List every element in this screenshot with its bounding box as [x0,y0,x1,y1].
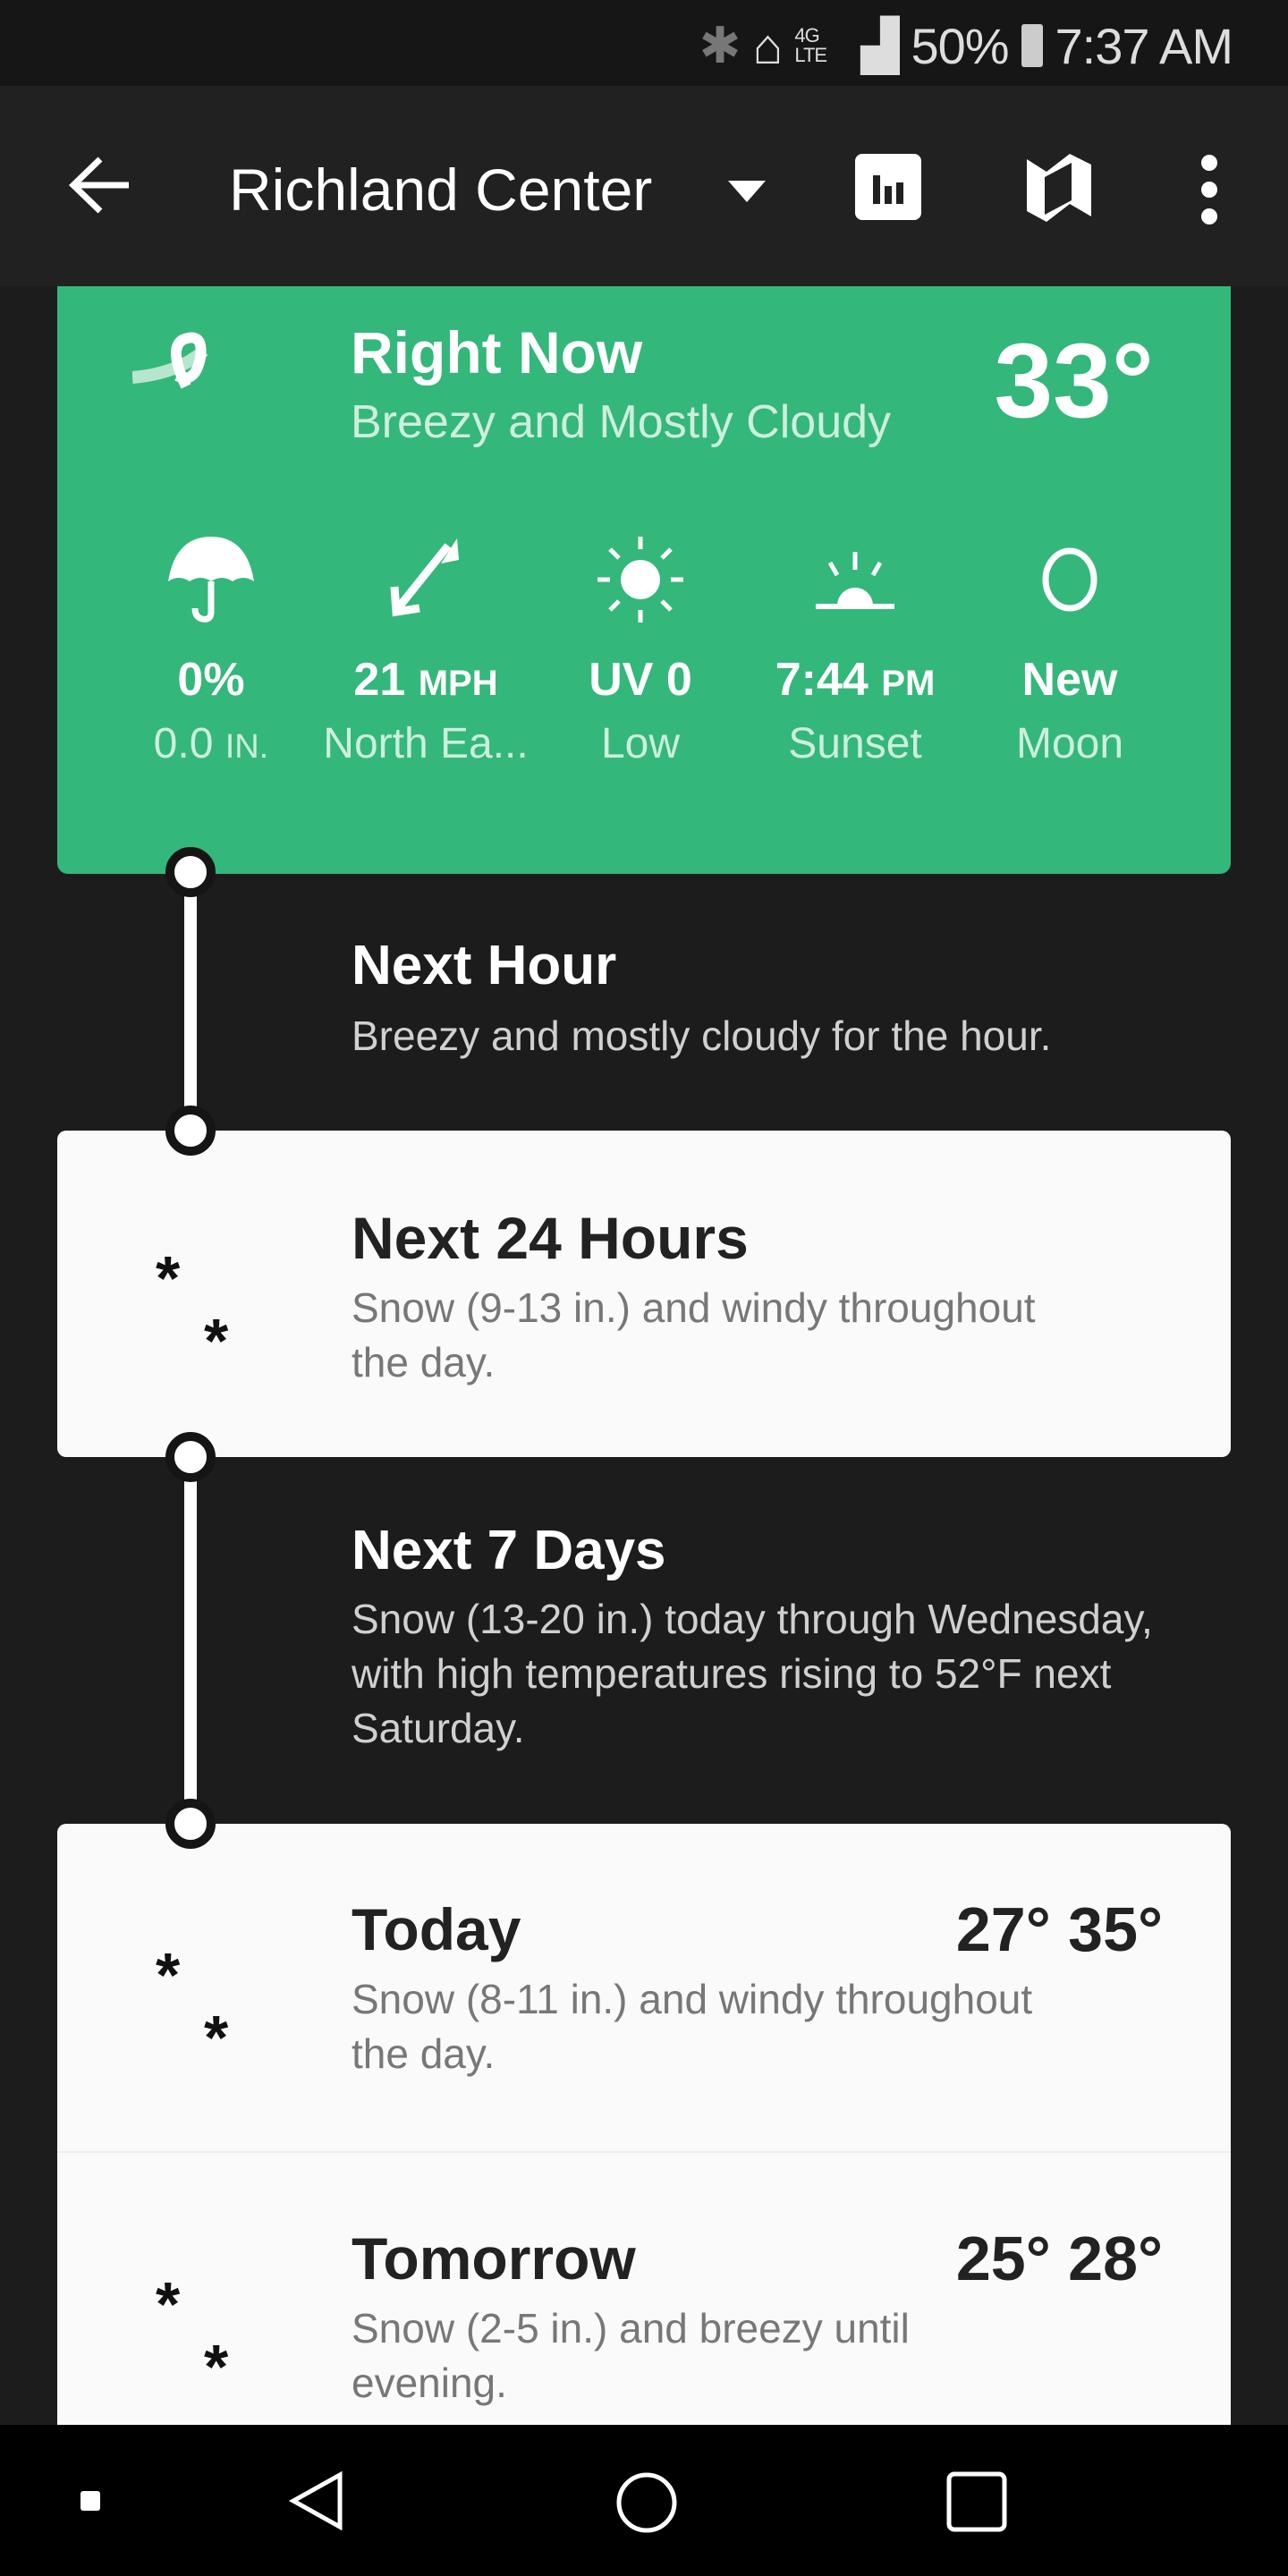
signal-icon: ▟ [860,17,899,73]
timeline-node [165,1799,216,1849]
sunset-label: Sunset [788,720,922,767]
timeline-connector [184,872,197,1131]
next-hour-title: Next Hour [352,935,617,996]
timeline-node [165,1106,216,1156]
wind-speed: 21 [353,654,406,706]
sunset-ampm: PM [881,664,936,703]
battery-percent: 50% [911,17,1009,74]
app-bar: Richland Center [0,86,1288,286]
location-dropdown-icon[interactable] [728,181,766,202]
next-24-summary: Snow (9-13 in.) and windy throughout the… [352,1284,1036,1385]
snow-icon: * * [156,1243,229,1376]
day-name: Tomorrow [352,2225,636,2292]
bluetooth-icon: ✱ [699,17,741,73]
network-type: 4G LTE [794,24,827,66]
navigation-bar [0,2425,1288,2576]
back-arrow-icon[interactable] [68,156,132,215]
day-temps: 25° 28° [956,2223,1163,2294]
wind-direction-icon [390,538,459,617]
sunset-icon [816,552,894,609]
next-24-title: Next 24 Hours [352,1205,749,1271]
uv-stat: UV 0 Low [533,537,748,768]
moon-phase: New [1021,654,1118,706]
high-temp: 28° [1068,2224,1163,2293]
map-icon[interactable] [1025,152,1093,224]
sunset-stat: 7:44 PM Sunset [748,537,962,768]
next-7-days-title: Next 7 Days [352,1520,666,1581]
day-name: Today [352,1896,521,1962]
umbrella-icon [168,537,254,623]
sunset-time: 7:44 [775,654,869,706]
overview-icon[interactable] [946,2471,1007,2532]
timeline-node [165,847,216,897]
precipitation-stat: 0% 0.0 IN. [104,537,318,768]
uv-value: UV 0 [589,654,692,706]
wind-direction: North Ea... [323,720,529,767]
home-icon[interactable] [615,2471,678,2534]
snow-icon: * * [156,2269,229,2402]
low-temp: 25° [955,2224,1051,2293]
day-row-tomorrow[interactable]: * * Tomorrow 25° 28° Snow (2-5 in.) and b… [57,2153,1231,2468]
status-bar: ✱ ⌂ 4G LTE ▟ 50% 7:37 AM [0,0,1288,86]
moon-icon [1042,547,1097,612]
moon-label: Moon [1015,720,1124,767]
day-temps: 27° 35° [956,1894,1163,1965]
location-title[interactable]: Richland Center [229,157,653,223]
battery-icon [1021,24,1043,67]
wind-icon [132,332,208,389]
divider [57,2151,1231,2153]
current-temperature: 33° [994,322,1154,440]
daily-forecast-card: * * Today 27° 35° Snow (8-11 in.) and win… [57,1824,1231,2468]
high-temp: 35° [1068,1894,1163,1964]
next-7-days-summary: Snow (13-20 in.) today through Wednesday… [352,1596,1153,1751]
wind-stat: 21 MPH North Ea... [318,537,533,768]
current-summary: Breezy and Mostly Cloudy [351,396,892,448]
low-temp: 27° [955,1894,1051,1964]
chart-icon[interactable] [855,154,921,220]
day-summary: Snow (8-11 in.) and windy throughout the… [352,1976,1033,2077]
next-hour-summary: Breezy and mostly cloudy for the hour. [352,1013,1052,1059]
right-now-card[interactable]: Right Now Breezy and Mostly Cloudy 33° 0… [57,286,1231,874]
timeline-connector [184,1457,197,1824]
timeline-node [165,1432,216,1482]
moon-stat: New Moon [962,537,1177,768]
back-icon[interactable] [288,2471,345,2530]
wind-unit: MPH [418,664,498,703]
overflow-menu-icon[interactable] [1197,152,1222,227]
precip-value: 0% [177,654,245,706]
recents-dot-icon[interactable] [80,2491,100,2511]
precip-unit: IN. [225,728,269,766]
uv-level: Low [600,720,681,767]
hotspot-icon: ⌂ [752,17,784,74]
day-summary: Snow (2-5 in.) and breezy until evening. [352,2305,910,2406]
day-row-today[interactable]: * * Today 27° 35° Snow (8-11 in.) and win… [57,1824,1231,2151]
clock: 7:37 AM [1055,17,1233,74]
sun-icon [597,537,683,623]
precip-amount: 0.0 [153,720,214,767]
right-now-title: Right Now [351,319,643,386]
snow-icon: * * [156,1940,229,2072]
next-24-hours-card[interactable]: * * Next 24 Hours Snow (9-13 in.) and win… [57,1131,1231,1457]
